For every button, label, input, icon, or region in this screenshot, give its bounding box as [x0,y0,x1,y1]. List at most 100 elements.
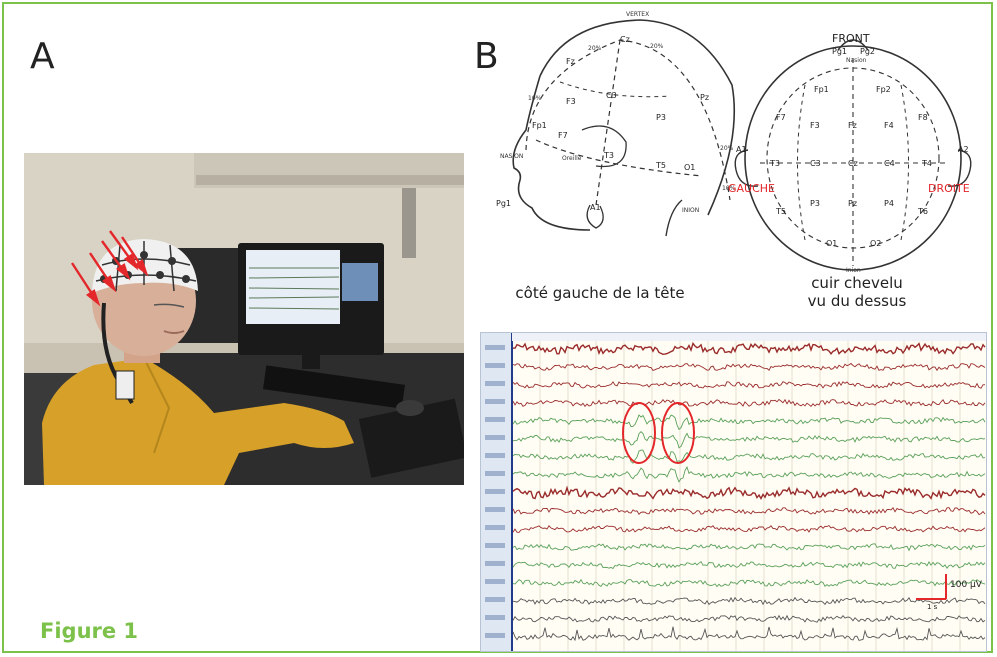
channel-label [485,345,505,350]
side-electrode-pg1: Pg1 [496,199,511,208]
top-electrode-f8: F8 [918,113,928,122]
top-view-caption-line2: vu du dessus [807,292,907,310]
scale-amplitude: 100 µV [950,580,983,590]
eeg-cap-photo [24,153,464,485]
eeg-trace [512,614,986,623]
top-electrode-t3: T3 [769,159,780,168]
top-electrode-f7: F7 [776,113,786,122]
percent-mark-1: 10% [528,95,542,102]
top-electrode-t4: T4 [921,159,932,168]
monitor [238,243,384,369]
eeg-scale-bar: 100 µV 1 s [916,574,983,611]
side-electrode-p3: P3 [656,113,666,122]
channel-label [485,579,505,584]
top-electrode-c3: C3 [810,159,821,168]
ear-label: Oreille [562,155,582,162]
side-electrode-t5: T5 [655,161,666,170]
eeg-trace [512,543,986,552]
top-electrode-p4: P4 [884,199,894,208]
top-electrode-a1: A1 [736,145,747,154]
eeg-trace [512,525,986,533]
channel-label [485,435,505,440]
channel-label [485,399,505,404]
spike-highlight-1 [622,402,656,464]
eeg-trace [512,398,986,408]
top-view-diagram: FRONT Pg1 Pg2 Fp1 Fp2 F7 F3 Fz F4 F8 A1 … [728,32,972,274]
nasion-label: NASION [500,153,523,160]
channel-label [485,381,505,386]
eeg-trace [512,485,986,500]
side-view-diagram: Fz Cz Pz F3 C3 P3 Fp1 F7 T3 T5 O1 A1 Pg1… [496,11,736,237]
channel-label [485,597,505,602]
top-electrode-o2: O2 [870,239,881,248]
top-electrode-f4: F4 [884,121,894,130]
eeg-recording: 100 µV 1 s [480,332,987,652]
inion-label: INION [682,207,699,214]
eeg-trace [512,341,986,356]
eeg-trace [512,626,986,642]
channel-label [485,453,505,458]
channel-label [485,633,505,638]
right-side-label: DROITE [928,182,970,195]
top-electrode-pz: Pz [848,199,857,208]
top-view-caption-line1: cuir chevelu [811,274,903,292]
top-electrode-a2: A2 [958,145,969,154]
eeg-trace [512,578,986,588]
figure-caption: Figure 1 [40,619,139,643]
channel-label [485,507,505,512]
side-view-caption: côté gauche de la tête [515,284,685,302]
top-inion-label: Inion [846,267,861,274]
left-side-label: GAUCHE [728,182,775,195]
eeg-trace [512,381,986,389]
percent-mark-3: 20% [650,43,664,50]
top-nasion-label: Nasion [846,57,867,64]
top-electrode-fp2: Fp2 [876,85,891,94]
top-electrode-p3: P3 [810,199,820,208]
top-electrode-t5: T5 [775,207,786,216]
channel-label [485,525,505,530]
vertex-label: VERTEX [626,11,649,18]
channel-label [485,561,505,566]
percent-mark-5: 10% [722,185,736,192]
side-electrode-fp1: Fp1 [532,121,547,130]
top-electrode-t6: T6 [917,207,928,216]
panel-a-label: A [30,36,55,77]
channel-label [485,417,505,422]
side-electrode-a1: A1 [590,203,601,212]
side-electrode-cz: Cz [620,35,630,44]
channel-label [485,363,505,368]
top-view-caption: cuir chevelu vu du dessus [752,274,962,310]
panel-b-label: B [474,36,499,77]
side-electrode-t3: T3 [603,151,614,160]
channel-label [485,489,505,494]
percent-mark-4: 20% [720,145,734,152]
eeg-trace [512,430,986,449]
scale-time: 1 s [927,603,938,611]
side-electrode-f7: F7 [558,131,568,140]
side-electrode-o1: O1 [684,163,695,172]
top-electrode-o1: O1 [826,239,837,248]
channel-label [485,543,505,548]
front-label: FRONT [832,32,870,45]
side-electrode-fz: Fz [566,57,575,66]
percent-mark-2: 20% [588,45,602,52]
top-electrode-f3: F3 [810,121,820,130]
electrode-diagrams: Fz Cz Pz F3 C3 P3 Fp1 F7 T3 T5 O1 A1 Pg1… [496,11,972,274]
channel-label [485,471,505,476]
eeg-trace [512,466,986,483]
top-electrode-pg1: Pg1 [832,47,847,56]
top-electrode-fp1: Fp1 [814,85,829,94]
top-electrode-fz: Fz [848,121,857,130]
eeg-trace [512,414,986,431]
electrode-arrows [70,230,149,307]
eeg-header-bar [512,333,986,341]
top-electrode-pg2: Pg2 [860,47,875,56]
eeg-trace [512,596,986,606]
eeg-trace [512,507,986,516]
eeg-trace [512,362,986,372]
top-electrode-cz: Cz [848,159,858,168]
side-electrode-c3: C3 [606,91,617,100]
spike-highlight-2 [661,402,695,464]
eeg-trace [512,560,986,570]
eeg-trace [512,449,986,464]
